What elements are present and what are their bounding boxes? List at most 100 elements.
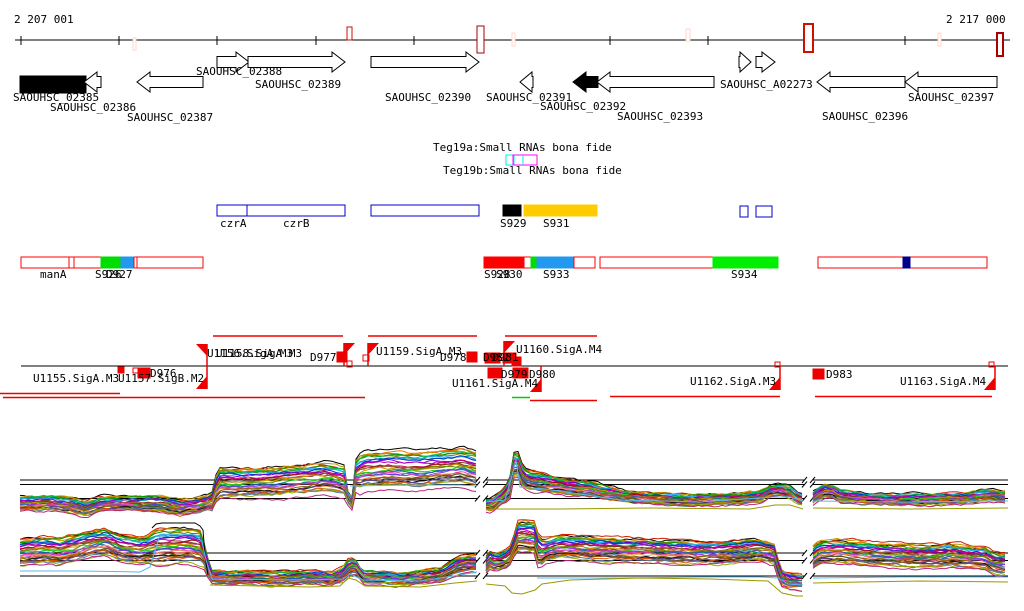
terminator-box-2[interactable]	[484, 352, 501, 364]
expression-curve-forward-strand-profiles-4	[19, 453, 477, 505]
gene-label-saouhsc_02397: SAOUHSC_02397	[908, 91, 995, 104]
open-terminator-box-0[interactable]	[132, 367, 139, 374]
terminator-box-5[interactable]	[117, 366, 125, 374]
gene-label-saouhsc_02387: SAOUHSC_02387	[127, 111, 214, 124]
label-czrb: czrB	[283, 217, 310, 230]
expression-outlier-0-0	[349, 484, 478, 487]
tu-flag-down-0[interactable]	[196, 376, 207, 389]
ruler-marker-1[interactable]	[346, 26, 353, 41]
seg-navy[interactable]	[902, 256, 911, 269]
expression-curve-forward-strand-profiles-33	[812, 497, 1006, 508]
gene-SAOUHSC_A02273b[interactable]	[755, 50, 776, 74]
unnamed-box[interactable]	[370, 204, 480, 217]
S931-box[interactable]	[523, 204, 598, 217]
czrB-box[interactable]	[246, 204, 346, 217]
expression-curve-reverse-strand-profiles-5	[812, 541, 1006, 557]
tu-label-u1158-siga-m3: U1158.SigA.M3	[216, 347, 303, 360]
promoter-flag-up-3[interactable]	[504, 341, 515, 353]
expression-outlier-1-4	[209, 577, 478, 588]
expression-curve-reverse-strand-profiles-33	[19, 554, 477, 588]
gene-SAOUHSC_02387[interactable]	[136, 70, 204, 94]
expression-outlier-1-5	[485, 577, 803, 597]
gene-SAOUHSC_02396[interactable]	[816, 70, 906, 94]
label-teg19a-small-rnas-bona-fide: Teg19a:Small RNAs bona fide	[433, 141, 612, 154]
expression-curve-reverse-strand-profiles-33	[812, 561, 1006, 578]
small-box-1[interactable]	[739, 205, 749, 218]
Teg19b-box[interactable]	[512, 154, 538, 166]
small-box-2[interactable]	[755, 205, 773, 218]
seg-green-2[interactable]	[530, 256, 538, 269]
gene-SAOUHSC_02393[interactable]	[596, 70, 715, 94]
ruler-marker-6[interactable]	[937, 32, 942, 47]
tu-label-u1156-siga-m3: U1156.SigA.M3	[207, 347, 294, 360]
axis-break-mark	[482, 572, 489, 580]
tu-label-u1161-siga-m4: U1161.SigA.M4	[452, 377, 539, 390]
S928-box[interactable]	[483, 256, 525, 269]
open-terminator-box-1[interactable]	[346, 360, 353, 368]
seg-green-3[interactable]	[712, 256, 779, 269]
tu-label-d981: D981	[492, 351, 519, 364]
axis-break-mark	[809, 481, 816, 488]
tu-flag-down-2[interactable]	[769, 377, 780, 390]
expression-outlier-1-2	[537, 576, 804, 586]
ruler-marker-5[interactable]	[803, 23, 814, 53]
terminator-box-8[interactable]	[512, 367, 529, 379]
gene-SAOUHSC_A02273a[interactable]	[738, 50, 752, 74]
gene-label-saouhsc_02396: SAOUHSC_02396	[822, 110, 909, 123]
seg-green-1[interactable]	[100, 256, 122, 269]
label-s931: S931	[543, 217, 570, 230]
gene-SAOUHSC_02386[interactable]	[83, 70, 102, 94]
gene-label-saouhsc_02388: SAOUHSC_02388	[196, 65, 283, 78]
open-terminator-box-3[interactable]	[774, 361, 781, 368]
gene-SAOUHSC_02389[interactable]	[247, 50, 346, 74]
gene-SAOUHSC_02391[interactable]	[519, 70, 534, 94]
seg-out-1[interactable]	[523, 256, 532, 269]
seg-blue-1[interactable]	[120, 256, 135, 269]
gene-SAOUHSC_02397[interactable]	[904, 70, 998, 94]
gene-SAOUHSC_02390[interactable]	[370, 50, 480, 74]
tu-label-d982: D982	[483, 351, 510, 364]
gene-label-saouhsc_a02273: SAOUHSC_A02273	[720, 78, 813, 91]
terminator-box-1[interactable]	[466, 351, 478, 363]
terminator-box-0[interactable]	[336, 351, 348, 363]
label-s930: S930	[496, 268, 523, 281]
promoter-flag-up-2[interactable]	[368, 343, 379, 355]
ruler-marker-4[interactable]	[685, 28, 691, 42]
terminator-box-7[interactable]	[487, 367, 503, 379]
ruler-marker-7[interactable]	[996, 32, 1004, 57]
tu-label-u1159-siga-m3: U1159.SigA.M3	[376, 345, 463, 358]
S933-box[interactable]	[536, 256, 575, 269]
tu-label-d977: D977	[310, 351, 337, 364]
terminator-label-d979: D979	[501, 368, 528, 381]
gene-label-saouhsc_02386: SAOUHSC_02386	[50, 101, 137, 114]
expression-outlier-1-3	[812, 576, 1008, 579]
axis-break-mark	[801, 481, 808, 488]
gene-SAOUHSC_02385[interactable]	[19, 75, 87, 94]
label-czra: czrA	[220, 217, 247, 230]
tu-flag-down-1[interactable]	[530, 379, 541, 392]
open-terminator-box-4[interactable]	[988, 361, 995, 368]
expression-curve-forward-strand-profiles-21	[19, 468, 477, 512]
ruler-marker-3[interactable]	[511, 32, 516, 47]
ruler-marker-0[interactable]	[132, 37, 137, 51]
axis-break-mark	[801, 572, 808, 580]
gene-SAOUHSC_02392[interactable]	[572, 70, 599, 94]
expression-outlier-0-3	[486, 504, 804, 510]
terminator-box-9[interactable]	[812, 368, 825, 380]
gene-SAOUHSC_02388[interactable]	[216, 50, 250, 74]
axis-break-mark	[474, 572, 481, 580]
Teg19a-box[interactable]	[505, 154, 515, 166]
ruler-marker-2[interactable]	[476, 25, 485, 54]
expression-curve-forward-strand-profiles-33	[19, 486, 477, 518]
promoter-flag-up-0[interactable]	[196, 344, 207, 356]
expression-curve-reverse-strand-profiles-25	[485, 541, 803, 586]
open-terminator-box-2[interactable]	[362, 354, 370, 362]
seg-out-2[interactable]	[573, 256, 596, 269]
terminator-box-4[interactable]	[511, 356, 522, 367]
gene-label-saouhsc_02392: SAOUHSC_02392	[540, 100, 627, 113]
S929-box[interactable]	[502, 204, 522, 217]
czrA-box[interactable]	[216, 204, 248, 217]
gene-label-saouhsc_02390: SAOUHSC_02390	[385, 91, 472, 104]
tu-flag-down-3[interactable]	[984, 377, 995, 390]
